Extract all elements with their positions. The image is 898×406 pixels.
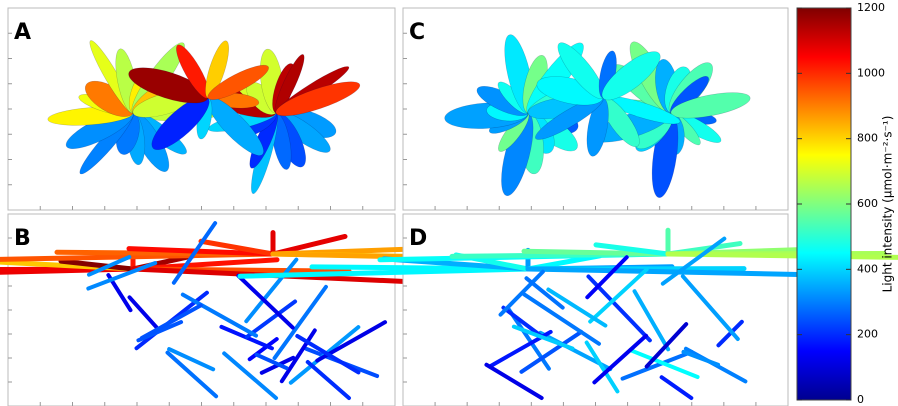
page: A B C D 0 200 400 600 800 1000 1200 Light intensity… xyxy=(0,0,898,406)
colorbar-tick-label: 200 xyxy=(857,328,878,341)
panel-label: A xyxy=(14,20,31,45)
panel-label: C xyxy=(409,20,425,45)
colorbar-tick-label: 400 xyxy=(857,262,878,275)
colorbar-tick-label: 0 xyxy=(857,393,864,406)
panel: C xyxy=(403,8,788,210)
panel: A xyxy=(8,8,395,210)
panel-label: B xyxy=(14,226,31,251)
panel-label: D xyxy=(409,226,427,251)
colorbar-label: Light intensity (μmol·m⁻²·s⁻¹) xyxy=(881,116,895,293)
colorbar-tick-label: 600 xyxy=(857,197,878,210)
colorbar-tick-label: 1200 xyxy=(857,1,885,14)
figure: A B C D 0 200 400 600 800 1000 1200 Light intensity… xyxy=(0,0,898,406)
colorbar xyxy=(797,8,851,400)
colorbar-tick-label: 1000 xyxy=(857,66,885,79)
colorbar-tick-label: 800 xyxy=(857,132,878,145)
